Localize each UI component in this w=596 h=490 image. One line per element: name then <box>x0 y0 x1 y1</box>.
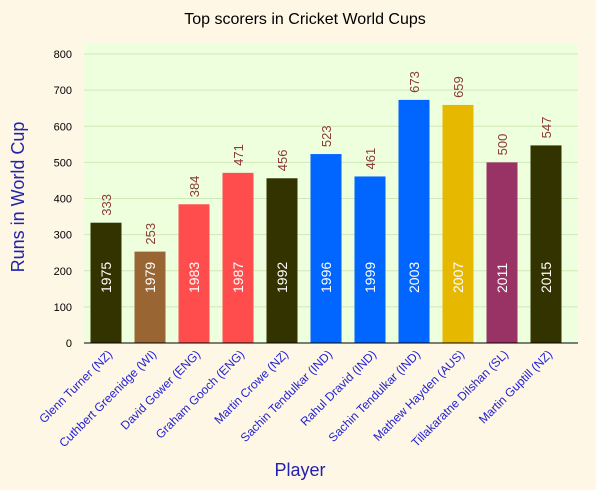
x-tick-label: David Gower (ENG) <box>118 347 203 432</box>
bar-year-label: 2003 <box>406 262 422 293</box>
bar <box>178 204 210 343</box>
bar <box>134 251 166 343</box>
bar-value-label: 500 <box>495 134 510 156</box>
bar-value-label: 523 <box>319 125 334 147</box>
bar-value-label: 471 <box>231 144 246 166</box>
bars: 333 1975 253 1979 384 1983 471 1987 456 1992 523 19… <box>90 71 562 343</box>
y-tick-label: 700 <box>54 85 72 97</box>
y-tick-label: 300 <box>54 230 72 242</box>
y-tick-label: 0 <box>66 338 72 350</box>
y-tick-label: 800 <box>54 49 72 61</box>
bar <box>310 154 342 343</box>
x-tick-label: Martin Guptill (NZ) <box>476 347 555 426</box>
bar <box>530 145 562 343</box>
bar <box>354 176 386 343</box>
bar-year-label: 1996 <box>318 262 334 293</box>
x-tick-label: Martin Crowe (NZ) <box>211 347 291 427</box>
bar-value-label: 659 <box>451 76 466 98</box>
bar-year-label: 2007 <box>450 262 466 293</box>
x-tick-label: Rahul Dravid (IND) <box>298 347 380 429</box>
bar-value-label: 673 <box>407 71 422 93</box>
y-tick-label: 400 <box>54 194 72 206</box>
y-tick-label: 200 <box>54 266 72 278</box>
bar-year-label: 2015 <box>538 262 554 293</box>
y-tick-label: 100 <box>54 302 72 314</box>
bar-value-label: 384 <box>187 176 202 198</box>
x-axis-title: Player <box>274 460 325 480</box>
bar-value-label: 253 <box>143 223 158 245</box>
y-tick-label: 500 <box>54 157 72 169</box>
bar <box>266 178 298 343</box>
chart-title: Top scorers in Cricket World Cups <box>184 11 426 28</box>
bar-year-label: 1992 <box>274 262 290 293</box>
y-axis-title: Runs in World Cup <box>8 122 28 273</box>
x-axis-ticks: Glenn Turner (NZ)Cuthbert Greenidge (WI)… <box>36 347 555 450</box>
bar-year-label: 1999 <box>362 262 378 293</box>
bar <box>90 222 122 343</box>
bar-value-label: 547 <box>539 117 554 139</box>
bar-year-label: 2011 <box>494 263 510 293</box>
bar <box>222 172 254 343</box>
bar-year-label: 1979 <box>142 262 158 293</box>
y-axis-ticks: 0 100 200 300 400 500 600 700 800 <box>54 49 72 350</box>
bar-year-label: 1975 <box>98 262 114 293</box>
bar <box>442 104 474 343</box>
y-tick-label: 600 <box>54 121 72 133</box>
bar-value-label: 333 <box>99 194 114 216</box>
bar <box>486 162 518 343</box>
bar-value-label: 461 <box>363 148 378 170</box>
bar-year-label: 1987 <box>230 262 246 293</box>
bar-value-label: 456 <box>275 150 290 172</box>
bar-year-label: 1983 <box>186 262 202 293</box>
bar <box>398 99 430 343</box>
x-tick-label: Glenn Turner (NZ) <box>36 347 115 426</box>
